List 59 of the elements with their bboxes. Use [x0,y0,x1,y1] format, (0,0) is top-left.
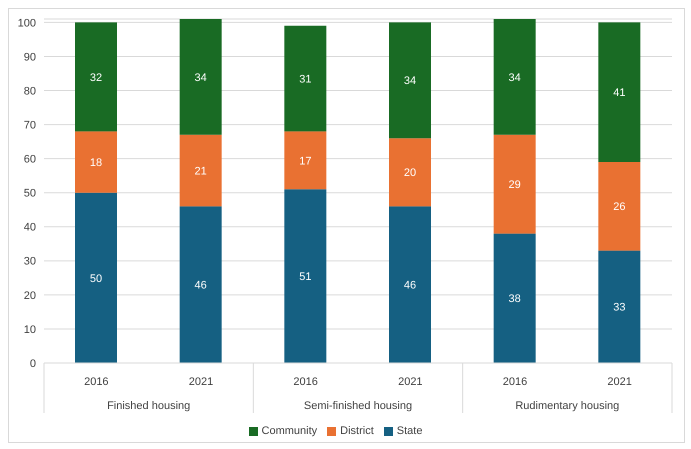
data-label: 31 [299,74,312,86]
data-label: 34 [508,72,521,84]
x-tick-label: 2016 [293,376,318,388]
bar [494,234,536,363]
x-tick-label: 2016 [502,376,528,388]
data-label: 41 [613,87,626,100]
data-label: 26 [613,201,626,214]
y-tick-label: 20 [24,290,36,302]
y-tick-label: 70 [24,119,36,132]
data-label: 29 [508,179,521,192]
text: Semi-finished housing [304,400,412,412]
y-tick-label: 80 [24,85,36,98]
bar [494,134,536,234]
bar [284,26,326,132]
data-label: 34 [404,75,416,88]
data-label: 50 [90,272,102,285]
data-label: 17 [299,155,312,168]
bar [75,131,117,193]
data-label: 21 [194,165,207,178]
bar [284,131,326,190]
y-tick-label: 90 [24,51,36,64]
y-tick-label: 100 [18,17,36,30]
bar [598,162,640,251]
data-label: 18 [90,156,102,169]
bar [75,192,117,363]
data-label: 46 [194,280,207,292]
bar [598,250,640,363]
x-tick-label: 2016 [84,376,109,388]
y-tick-label: 30 [24,256,36,268]
legend-label: District [340,425,374,437]
bar [284,189,326,363]
bar [180,134,222,206]
y-tick-label: 40 [24,222,36,234]
bar [180,206,222,363]
bar [598,22,640,162]
data-label: 51 [299,271,312,284]
bar [389,206,431,363]
legend-label: State [396,425,422,437]
text: Rudimentary housing [515,400,620,412]
data-label: 38 [508,293,521,306]
data-label: 46 [404,280,416,292]
y-tick-label: 10 [24,324,36,336]
bar [180,19,222,135]
x-tick-label: 2021 [607,376,632,388]
y-tick-label: 60 [24,154,36,166]
data-label: 32 [90,72,102,84]
x-tick-label: 2021 [188,376,214,388]
bar [75,22,117,132]
bar [494,19,536,135]
data-label: 20 [404,167,416,180]
x-tick-label: 2021 [398,376,423,388]
data-label: 34 [194,72,207,84]
data-label: 33 [613,302,626,314]
y-tick-label: 0 [30,358,36,370]
y-tick-label: 50 [24,188,36,200]
legend-label: Community [262,425,318,437]
text: Finished housing [107,400,190,412]
bar [389,138,431,206]
bar [389,22,431,138]
